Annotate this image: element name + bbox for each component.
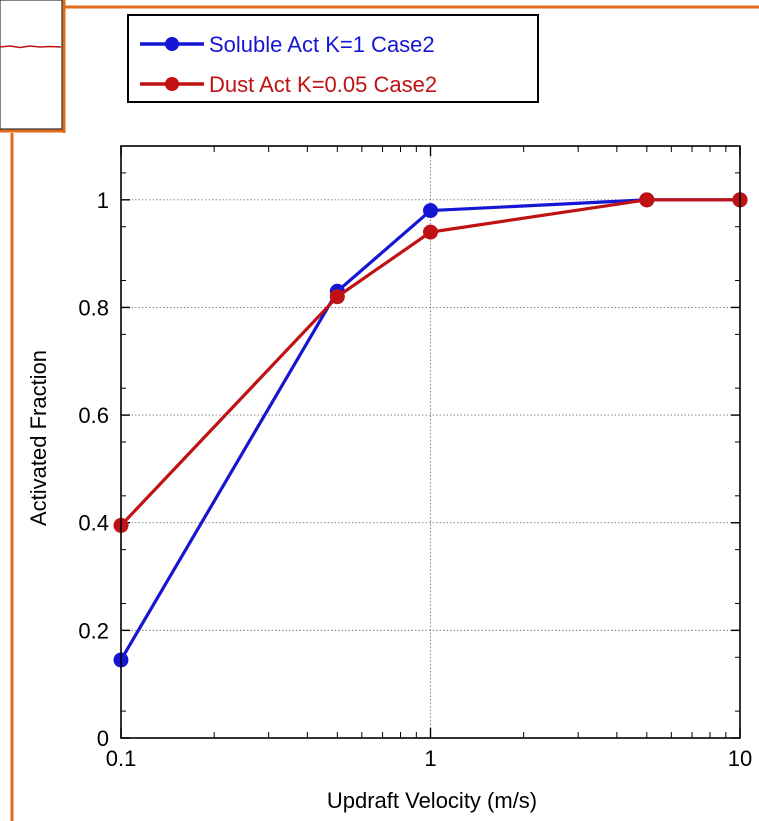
y-tick-label: 0.6: [78, 403, 109, 428]
y-tick-label: 0.8: [78, 295, 109, 320]
legend-label-dust: Dust Act K=0.05 Case2: [209, 72, 437, 97]
y-axis-title: Activated Fraction: [26, 350, 51, 526]
data-point-dust: [423, 224, 438, 240]
legend-label-soluble: Soluble Act K=1 Case2: [209, 32, 435, 57]
y-axis: 0 0.2 0.4 0.6 0.8 1: [78, 188, 109, 751]
legend-swatch-soluble-marker: [165, 37, 179, 51]
x-axis-title: Updraft Velocity (m/s): [327, 788, 537, 813]
x-tick-label: 1: [424, 746, 436, 771]
inset-thumbnail: [0, 0, 66, 133]
y-tick-label: 0.2: [78, 618, 109, 643]
x-tick-label: 10: [728, 746, 752, 771]
legend-box: [127, 14, 539, 103]
legend: Soluble Act K=1 Case2 Dust Act K=0.05 Ca…: [127, 14, 539, 103]
x-tick-label: 0.1: [106, 746, 137, 771]
plot-area: [113, 145, 748, 739]
data-point-dust: [639, 192, 655, 208]
legend-item-dust: Dust Act K=0.05 Case2: [140, 72, 437, 97]
legend-item-soluble: Soluble Act K=1 Case2: [140, 32, 435, 57]
data-point-dust: [329, 289, 345, 305]
y-tick-label: 0.4: [78, 511, 109, 536]
y-tick-label: 1: [97, 188, 109, 213]
data-point-soluble: [423, 203, 438, 219]
y-tick-label: 0: [97, 726, 109, 751]
inset-trace: [0, 45, 62, 49]
series-layer: [113, 192, 748, 668]
x-axis: 0.1 1 10: [106, 746, 753, 771]
legend-swatch-dust-marker: [165, 77, 179, 91]
plot-frame: [120, 145, 741, 739]
